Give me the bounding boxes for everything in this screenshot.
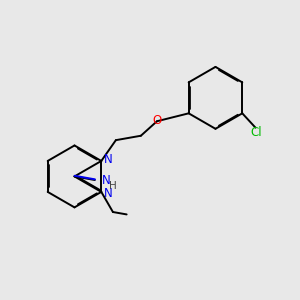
Text: H: H bbox=[109, 181, 117, 191]
Text: N: N bbox=[104, 153, 113, 166]
Text: O: O bbox=[152, 114, 162, 128]
Text: N: N bbox=[104, 187, 113, 200]
Text: Cl: Cl bbox=[250, 126, 262, 139]
Text: N: N bbox=[102, 174, 111, 187]
